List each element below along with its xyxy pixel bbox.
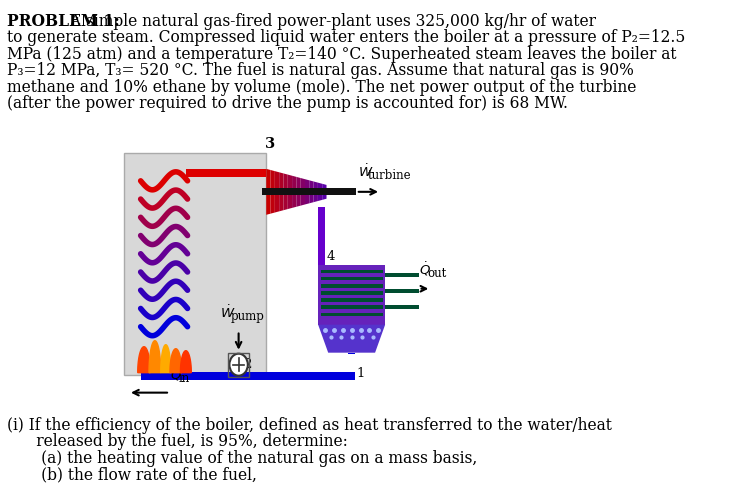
Text: P₃=12 MPa, T₃= 520 °C. The fuel is natural gas. Assume that natural gas is 90%: P₃=12 MPa, T₃= 520 °C. The fuel is natur… <box>7 62 634 80</box>
Polygon shape <box>296 177 301 207</box>
Bar <box>124 153 266 375</box>
Text: A simple natural gas-fired power-plant uses 325,000 kg/hr of water: A simple natural gas-fired power-plant u… <box>65 13 596 30</box>
Text: 1: 1 <box>357 366 365 380</box>
Text: (after the power required to drive the pump is accounted for) is 68 MW.: (after the power required to drive the p… <box>7 96 568 112</box>
Text: (i) If the efficiency of the boiler, defined as heat transferred to the water/he: (i) If the efficiency of the boiler, def… <box>7 417 612 434</box>
Bar <box>320 291 383 295</box>
Bar <box>159 372 355 380</box>
Bar <box>262 188 356 195</box>
Bar <box>318 265 385 325</box>
Text: methane and 10% ethane by volume (mole). The net power output of the turbine: methane and 10% ethane by volume (mole).… <box>7 79 636 96</box>
Text: in: in <box>178 372 190 385</box>
Polygon shape <box>292 176 296 208</box>
Text: $\dot{Q}$: $\dot{Q}$ <box>170 365 182 383</box>
Polygon shape <box>283 173 288 210</box>
Bar <box>385 273 418 277</box>
Bar <box>141 372 159 380</box>
Polygon shape <box>180 351 191 373</box>
Bar <box>320 284 383 287</box>
Polygon shape <box>271 170 275 214</box>
Text: 2: 2 <box>243 358 251 371</box>
Polygon shape <box>275 171 279 212</box>
Polygon shape <box>305 179 310 204</box>
Bar <box>320 305 383 309</box>
Bar <box>318 261 325 269</box>
Bar <box>318 207 325 269</box>
Text: $\dot{W}$: $\dot{W}$ <box>220 304 236 321</box>
Bar <box>385 289 418 293</box>
Polygon shape <box>318 325 385 353</box>
Polygon shape <box>310 181 314 203</box>
Polygon shape <box>314 182 318 202</box>
Polygon shape <box>322 184 326 200</box>
Polygon shape <box>288 175 292 209</box>
Bar <box>320 313 383 316</box>
Text: $\dot{W}$: $\dot{W}$ <box>358 163 374 180</box>
Text: pump: pump <box>230 309 264 323</box>
Text: turbine: turbine <box>367 169 411 182</box>
Bar <box>320 270 383 273</box>
Bar <box>228 352 249 377</box>
Circle shape <box>229 354 247 376</box>
Bar <box>186 169 266 177</box>
Bar <box>385 305 418 309</box>
Text: (a) the heating value of the natural gas on a mass basis,: (a) the heating value of the natural gas… <box>7 449 477 467</box>
Polygon shape <box>318 183 322 201</box>
Polygon shape <box>301 178 305 205</box>
Polygon shape <box>161 345 171 373</box>
Text: PROBLEM 1:: PROBLEM 1: <box>7 13 120 30</box>
Polygon shape <box>149 341 161 373</box>
Text: $\dot{Q}$: $\dot{Q}$ <box>420 260 431 278</box>
Polygon shape <box>266 169 271 215</box>
Polygon shape <box>279 172 283 211</box>
Text: to generate steam. Compressed liquid water enters the boiler at a pressure of P₂: to generate steam. Compressed liquid wat… <box>7 29 685 46</box>
Bar <box>348 353 355 354</box>
Text: 4: 4 <box>326 250 335 263</box>
Text: out: out <box>428 267 447 280</box>
Text: released by the fuel, is 95%, determine:: released by the fuel, is 95%, determine: <box>7 433 347 450</box>
Polygon shape <box>170 349 182 373</box>
Text: 3: 3 <box>264 137 274 151</box>
Bar <box>320 298 383 302</box>
Text: MPa (125 atm) and a temperature T₂=140 °C. Superheated steam leaves the boiler a: MPa (125 atm) and a temperature T₂=140 °… <box>7 46 676 63</box>
Polygon shape <box>138 346 150 373</box>
Text: (b) the flow rate of the fuel,: (b) the flow rate of the fuel, <box>7 466 256 483</box>
Bar <box>320 277 383 281</box>
